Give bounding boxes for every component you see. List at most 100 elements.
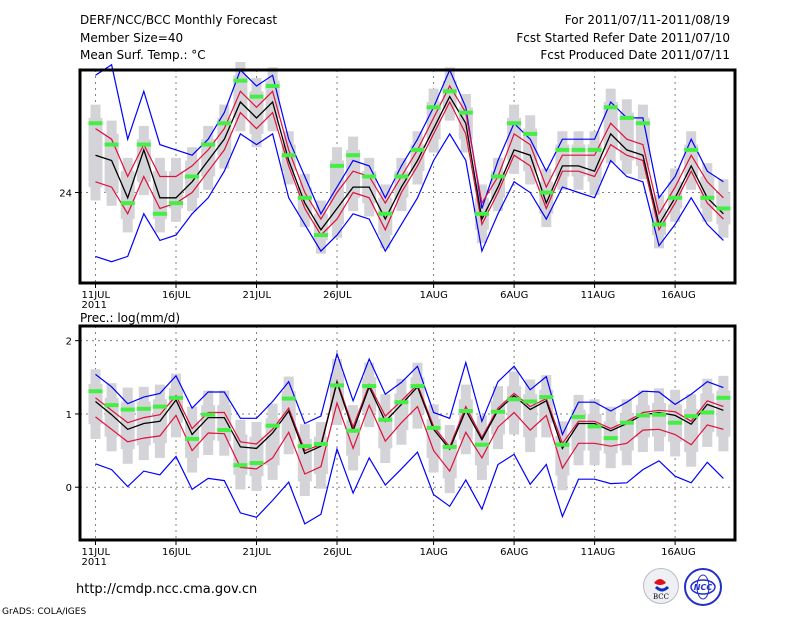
prec-spread-lower-line xyxy=(95,400,724,475)
temp-iqr-box xyxy=(523,128,538,172)
temp-median-marker xyxy=(668,195,683,200)
prec-median-marker xyxy=(120,407,135,412)
prec-iqr-box xyxy=(265,418,280,466)
ncc-logo-text: NCC xyxy=(694,583,713,592)
prec-plot-frame xyxy=(78,324,737,542)
temp-median-marker xyxy=(603,105,618,110)
prec-x-tick-label: 16JUL xyxy=(162,547,191,558)
temp-median-marker xyxy=(281,153,296,158)
grads-credit: GrADS: COLA/IGES xyxy=(2,607,87,617)
prec-y-tick-label: 0 xyxy=(66,483,72,494)
temp-median-marker xyxy=(491,174,505,179)
temp-median-marker xyxy=(152,211,167,216)
prec-median-marker xyxy=(668,420,683,425)
prec-y-tick-label: 1 xyxy=(66,410,72,421)
temp-iqr-box xyxy=(120,171,135,220)
prec-median-marker xyxy=(491,409,505,414)
temp-median-marker xyxy=(442,89,457,94)
prec-median-marker xyxy=(136,406,151,411)
temp-median-marker xyxy=(700,195,715,200)
temp-median-marker xyxy=(619,115,634,120)
prec-x-tick-label: 16AUG xyxy=(661,547,696,558)
prec-median-marker xyxy=(169,395,183,400)
prec-median-marker xyxy=(700,410,715,415)
prec-median-marker xyxy=(442,444,457,449)
prec-median-marker xyxy=(313,441,328,446)
ncc-logo-icon: NCC xyxy=(690,574,716,600)
prec-median-marker xyxy=(249,461,264,466)
temp-median-marker xyxy=(378,211,393,216)
prec-iqr-box xyxy=(233,434,248,475)
temp-x-tick-label: 1AUG xyxy=(420,290,448,301)
prec-median-marker xyxy=(265,423,280,428)
temp-median-marker xyxy=(346,153,361,158)
prec-iqr-box xyxy=(491,400,505,435)
prec-iqr-box xyxy=(652,402,666,437)
temp-median-marker xyxy=(88,121,103,126)
temp-median-marker xyxy=(265,83,280,88)
prec-variable-label: Prec.: log(mm/d) xyxy=(80,311,181,325)
prec-x-tick-label: 21JUL xyxy=(243,547,272,558)
temp-iqr-box xyxy=(281,144,296,172)
prec-iqr-box xyxy=(249,436,264,477)
prec-iqr-box xyxy=(619,413,634,451)
source-url[interactable]: http://cmdp.ncc.cma.gov.cn xyxy=(76,582,258,597)
prec-iqr-box xyxy=(635,405,650,438)
temp-x-tick-label: 11JUL xyxy=(82,290,111,301)
temp-iqr-box xyxy=(136,139,151,182)
temp-median-marker xyxy=(716,206,731,211)
prec-median-marker xyxy=(426,425,441,430)
temp-median-marker xyxy=(313,233,328,238)
prec-median-marker xyxy=(587,424,602,429)
temp-iqr-box xyxy=(555,144,570,177)
bcc-logo-text: BCC xyxy=(653,593,669,601)
temp-median-marker xyxy=(136,142,151,147)
prec-iqr-box xyxy=(442,439,457,479)
produced-date: Fcst Produced Date 2011/07/11 xyxy=(540,48,730,62)
temp-median-marker xyxy=(571,147,586,152)
prec-median-marker xyxy=(523,399,538,404)
temp-x-tick-label: 2011 xyxy=(82,300,107,311)
prec-iqr-box xyxy=(410,377,425,414)
temp-variable-label: Mean Surf. Temp.: °C xyxy=(80,48,206,62)
prec-iqr-box xyxy=(571,409,586,451)
temp-median-marker xyxy=(635,121,650,126)
temp-iqr-box xyxy=(684,144,699,177)
temp-iqr-box xyxy=(571,144,586,177)
temp-median-marker xyxy=(474,211,489,216)
prec-median-marker xyxy=(474,442,489,447)
temp-median-marker xyxy=(507,121,522,126)
temp-iqr-box xyxy=(619,112,634,161)
prec-median-marker xyxy=(716,395,731,400)
prec-iqr-box xyxy=(88,383,103,425)
prec-spread-upper-line xyxy=(95,378,724,452)
temp-median-marker xyxy=(185,174,200,179)
temp-max-line xyxy=(95,63,724,216)
prec-iqr-box xyxy=(330,373,344,411)
temp-x-tick-label: 21JUL xyxy=(243,290,272,301)
prec-median-marker xyxy=(394,400,409,405)
temp-iqr-box xyxy=(169,171,183,209)
started-refer-date: Fcst Started Refer Date 2011/07/10 xyxy=(516,31,730,45)
prec-median-marker xyxy=(362,384,377,389)
temp-iqr-box xyxy=(378,197,393,236)
prec-median-marker xyxy=(652,412,666,417)
prec-median-marker xyxy=(555,442,570,447)
temp-median-marker xyxy=(330,163,344,168)
prec-median-marker xyxy=(297,444,312,449)
temp-x-tick-label: 26JUL xyxy=(323,290,352,301)
temp-median-marker xyxy=(297,195,312,200)
temp-median-marker xyxy=(652,222,666,227)
prec-x-tick-label: 11JUL xyxy=(82,547,111,558)
bcc-logo: BCC xyxy=(643,568,679,604)
prec-median-marker xyxy=(378,417,393,422)
prec-median-marker xyxy=(330,383,344,388)
prec-iqr-box xyxy=(120,402,135,450)
temp-median-marker xyxy=(394,174,409,179)
prec-x-tick-label: 1AUG xyxy=(420,547,448,558)
prec-median-marker xyxy=(185,436,200,441)
prec-median-marker xyxy=(619,420,634,425)
prec-median-marker xyxy=(233,463,248,468)
temp-mean-line xyxy=(95,95,724,231)
